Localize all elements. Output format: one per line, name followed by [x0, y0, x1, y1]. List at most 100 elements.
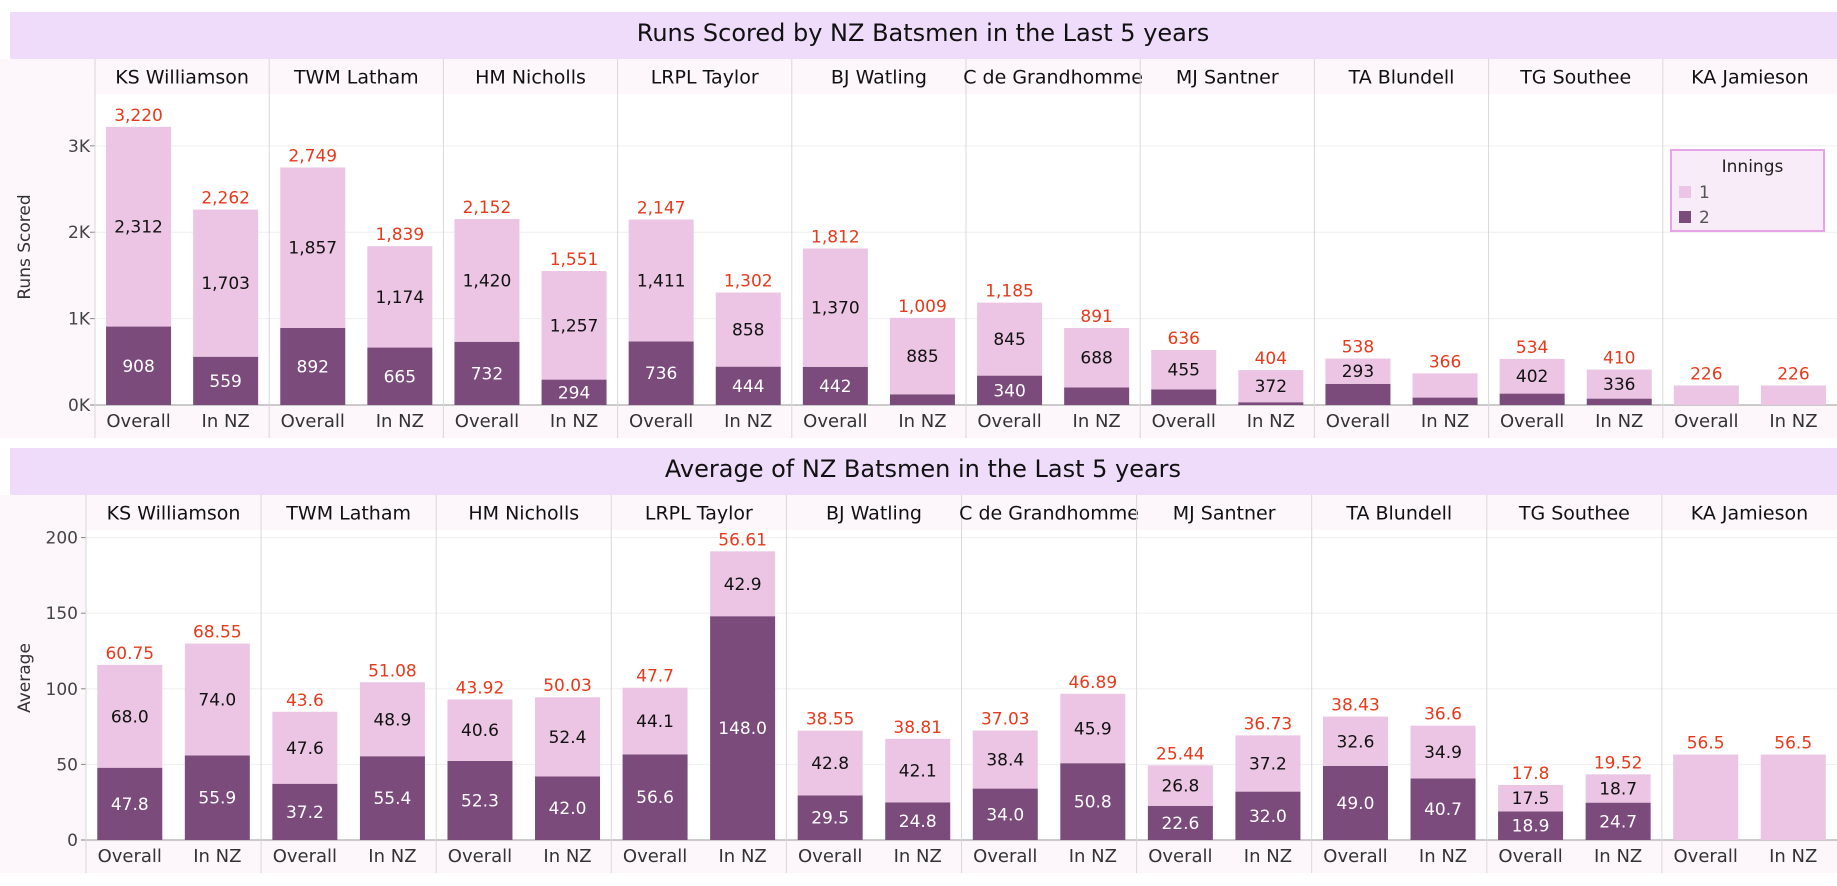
x-category-label: In NZ	[1069, 846, 1117, 867]
bar-segment-innings-1	[1760, 385, 1826, 405]
y-tick-label: 50	[56, 755, 78, 775]
x-category-label: Overall	[455, 411, 519, 432]
legend-item-label: 1	[1699, 183, 1710, 203]
innings-2-value-label: 665	[384, 367, 416, 387]
player-header-label: KA Jamieson	[1691, 67, 1808, 89]
bar-segment-innings-2	[1151, 389, 1217, 405]
x-category-label: Overall	[273, 846, 337, 867]
innings-1-value-label: 1,420	[463, 271, 512, 291]
bar-segment-innings-1	[1585, 774, 1651, 803]
bar-segment-innings-2	[447, 760, 513, 840]
innings-2-value-label: 56.6	[636, 788, 674, 808]
innings-2-value-label: 442	[819, 377, 851, 397]
bar-segment-innings-1	[280, 167, 346, 328]
innings-1-value-label: 885	[906, 347, 938, 367]
total-value-label: 46.89	[1068, 673, 1117, 693]
bar-segment-innings-1	[184, 643, 250, 756]
bar-segment-innings-2	[1498, 811, 1564, 840]
bar-segment-innings-1	[1498, 784, 1564, 812]
y-tick-label: 100	[46, 680, 78, 700]
innings-2-value-label: 32.0	[1249, 807, 1287, 827]
bar-segment-innings-2	[797, 795, 863, 840]
x-category-label: Overall	[798, 846, 862, 867]
bar-segment-innings-2	[802, 366, 868, 405]
bar-segment-innings-1	[1151, 350, 1217, 390]
x-category-label: In NZ	[1247, 411, 1295, 432]
x-category-label: In NZ	[719, 846, 767, 867]
total-value-label: 68.55	[193, 623, 242, 643]
innings-2-value-label: 37.2	[286, 803, 324, 823]
bar-segment-innings-1	[1410, 725, 1476, 779]
total-value-label: 51.08	[368, 661, 417, 681]
x-category-label: Overall	[803, 411, 867, 432]
bar-segment-innings-2	[1499, 393, 1565, 405]
total-value-label: 366	[1429, 352, 1461, 372]
x-category-label: Overall	[629, 411, 693, 432]
innings-2-value-label: 732	[471, 364, 503, 384]
player-header-band	[0, 59, 1837, 94]
y-tick-label: 200	[46, 529, 78, 549]
y-tick-label: 1K	[68, 310, 91, 330]
innings-1-value-label: 68.0	[111, 707, 149, 727]
innings-1-value-label: 52.4	[549, 728, 587, 748]
bar-segment-innings-1	[1064, 328, 1130, 388]
bar-segment-innings-1	[797, 730, 863, 796]
innings-2-value-label: 294	[558, 383, 590, 403]
x-category-label: In NZ	[202, 411, 250, 432]
x-category-label: In NZ	[376, 411, 424, 432]
total-value-label: 43.92	[456, 679, 505, 699]
total-value-label: 36.73	[1244, 714, 1293, 734]
x-category-label: In NZ	[1769, 846, 1817, 867]
innings-2-value-label: 18.9	[1512, 817, 1550, 837]
total-value-label: 2,147	[637, 199, 686, 219]
innings-1-value-label: 402	[1516, 367, 1548, 387]
bar-segment-innings-2	[1064, 387, 1130, 405]
bar-segment-innings-1	[106, 126, 172, 327]
x-category-label: Overall	[623, 846, 687, 867]
bar-segment-innings-2	[1586, 398, 1652, 405]
x-category-label: In NZ	[724, 411, 772, 432]
bar-segment-innings-1	[622, 687, 688, 755]
total-value-label: 2,749	[288, 147, 337, 167]
x-category-label: In NZ	[1595, 411, 1643, 432]
innings-1-value-label: 42.9	[724, 575, 762, 595]
innings-1-value-label: 2,312	[114, 218, 163, 238]
x-category-label: Overall	[1152, 411, 1216, 432]
y-axis-band	[0, 530, 86, 840]
total-value-label: 410	[1603, 349, 1635, 369]
x-category-label: In NZ	[1419, 846, 1467, 867]
y-axis-band	[0, 94, 95, 405]
innings-1-value-label: 17.5	[1512, 789, 1550, 809]
bar-segment-innings-2	[535, 776, 601, 840]
player-header-label: KA Jamieson	[1691, 503, 1808, 525]
player-header-label: KS Williamson	[115, 67, 249, 89]
total-value-label: 226	[1690, 364, 1722, 384]
x-axis-label-band	[0, 405, 1837, 438]
bar-segment-innings-1	[1060, 693, 1126, 764]
y-axis-title: Average	[15, 643, 35, 713]
innings-1-value-label: 40.6	[461, 721, 499, 741]
bar-segment-innings-2	[710, 616, 776, 840]
innings-2-value-label: 24.7	[1599, 812, 1637, 832]
player-header-label: TWM Latham	[293, 67, 419, 89]
innings-1-value-label: 1,370	[811, 299, 860, 319]
y-tick-label: 2K	[68, 223, 91, 243]
total-value-label: 1,551	[550, 250, 599, 270]
x-category-label: Overall	[973, 846, 1037, 867]
player-header-label: HM Nicholls	[475, 67, 586, 89]
player-header-label: TA Blundell	[1345, 503, 1452, 525]
innings-2-value-label: 52.3	[461, 791, 499, 811]
innings-1-value-label: 1,174	[376, 288, 425, 308]
innings-1-value-label: 38.4	[986, 751, 1024, 771]
innings-2-value-label: 55.9	[198, 789, 236, 809]
player-header-label: TG Southee	[1518, 503, 1630, 525]
x-category-label: In NZ	[894, 846, 942, 867]
innings-1-value-label: 293	[1342, 362, 1374, 382]
x-category-label: In NZ	[550, 411, 598, 432]
innings-1-value-label: 858	[732, 321, 764, 341]
total-value-label: 891	[1080, 307, 1112, 327]
bar-segment-innings-2	[1147, 805, 1213, 840]
player-header-label: MJ Santner	[1176, 67, 1279, 89]
x-category-label: Overall	[1323, 846, 1387, 867]
player-header-label: LRPL Taylor	[651, 67, 759, 89]
